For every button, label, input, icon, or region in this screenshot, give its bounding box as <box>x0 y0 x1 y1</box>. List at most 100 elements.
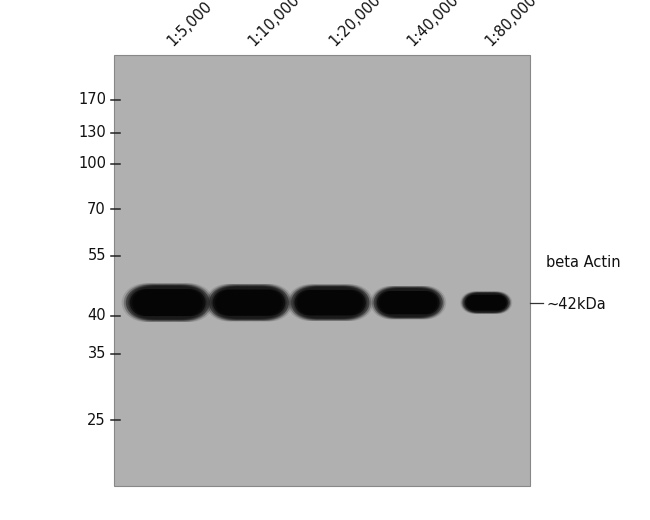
Ellipse shape <box>486 292 510 313</box>
Ellipse shape <box>394 294 413 311</box>
Ellipse shape <box>248 296 262 309</box>
Ellipse shape <box>209 285 250 320</box>
Ellipse shape <box>462 292 486 313</box>
Ellipse shape <box>401 288 437 318</box>
Ellipse shape <box>463 292 487 313</box>
Ellipse shape <box>372 288 408 318</box>
Ellipse shape <box>237 290 267 316</box>
Ellipse shape <box>311 296 325 309</box>
Ellipse shape <box>304 288 341 318</box>
Ellipse shape <box>146 293 169 313</box>
Ellipse shape <box>314 293 335 312</box>
Ellipse shape <box>222 287 260 318</box>
Ellipse shape <box>297 290 326 315</box>
Ellipse shape <box>467 292 491 313</box>
Ellipse shape <box>234 296 248 309</box>
Ellipse shape <box>168 289 199 316</box>
Ellipse shape <box>124 283 172 322</box>
Ellipse shape <box>232 296 246 309</box>
Ellipse shape <box>291 286 332 319</box>
Ellipse shape <box>421 297 433 308</box>
Ellipse shape <box>227 293 250 313</box>
Ellipse shape <box>465 295 482 310</box>
Ellipse shape <box>469 292 494 313</box>
Ellipse shape <box>322 284 367 321</box>
Ellipse shape <box>325 293 346 312</box>
Ellipse shape <box>340 296 354 309</box>
Ellipse shape <box>396 291 422 314</box>
Ellipse shape <box>172 289 203 316</box>
Ellipse shape <box>310 290 339 315</box>
Ellipse shape <box>342 296 356 309</box>
Ellipse shape <box>472 293 494 312</box>
Ellipse shape <box>159 287 198 319</box>
Ellipse shape <box>398 291 424 314</box>
Ellipse shape <box>482 299 489 306</box>
Ellipse shape <box>150 293 174 313</box>
Ellipse shape <box>382 286 421 319</box>
Ellipse shape <box>476 293 498 312</box>
Ellipse shape <box>391 289 423 316</box>
Ellipse shape <box>484 299 493 306</box>
Text: beta Actin: beta Actin <box>546 255 621 270</box>
Ellipse shape <box>169 293 192 313</box>
Ellipse shape <box>255 293 277 313</box>
Ellipse shape <box>176 296 190 309</box>
Ellipse shape <box>344 296 358 309</box>
Ellipse shape <box>386 294 405 311</box>
Ellipse shape <box>491 299 499 306</box>
Text: 1:5,000: 1:5,000 <box>164 0 215 48</box>
Ellipse shape <box>483 291 510 314</box>
Ellipse shape <box>245 296 259 309</box>
Ellipse shape <box>486 297 499 308</box>
Ellipse shape <box>378 286 417 319</box>
Ellipse shape <box>384 288 419 318</box>
Ellipse shape <box>411 289 443 316</box>
Ellipse shape <box>467 297 480 308</box>
Ellipse shape <box>226 293 248 313</box>
Ellipse shape <box>237 284 281 321</box>
Ellipse shape <box>389 291 414 314</box>
Ellipse shape <box>299 290 328 315</box>
Ellipse shape <box>293 286 334 319</box>
Ellipse shape <box>255 290 285 316</box>
Ellipse shape <box>472 299 480 306</box>
Ellipse shape <box>155 293 178 313</box>
Ellipse shape <box>294 290 324 315</box>
Ellipse shape <box>164 293 188 313</box>
Ellipse shape <box>159 285 202 320</box>
Ellipse shape <box>257 296 270 309</box>
Ellipse shape <box>376 289 408 316</box>
Ellipse shape <box>244 290 274 316</box>
Ellipse shape <box>239 284 284 321</box>
Ellipse shape <box>474 295 491 310</box>
Ellipse shape <box>473 299 482 306</box>
Ellipse shape <box>403 286 443 319</box>
Ellipse shape <box>250 287 287 318</box>
Ellipse shape <box>222 290 252 316</box>
Ellipse shape <box>221 293 243 313</box>
Ellipse shape <box>413 294 432 311</box>
Ellipse shape <box>332 293 354 312</box>
Ellipse shape <box>326 296 341 309</box>
Ellipse shape <box>295 288 332 318</box>
Ellipse shape <box>323 290 352 315</box>
Ellipse shape <box>161 296 176 309</box>
Ellipse shape <box>465 291 492 314</box>
Ellipse shape <box>122 283 169 322</box>
Ellipse shape <box>419 297 431 308</box>
Text: 1:10,000: 1:10,000 <box>246 0 303 48</box>
Ellipse shape <box>333 288 370 318</box>
Ellipse shape <box>223 284 268 321</box>
Ellipse shape <box>168 287 207 319</box>
Ellipse shape <box>487 292 511 313</box>
Ellipse shape <box>474 293 497 312</box>
Ellipse shape <box>382 288 417 318</box>
Ellipse shape <box>468 297 482 308</box>
Ellipse shape <box>466 295 484 310</box>
Ellipse shape <box>405 288 441 318</box>
Ellipse shape <box>214 284 259 321</box>
Ellipse shape <box>124 285 167 320</box>
Ellipse shape <box>236 296 250 309</box>
Ellipse shape <box>405 289 437 316</box>
